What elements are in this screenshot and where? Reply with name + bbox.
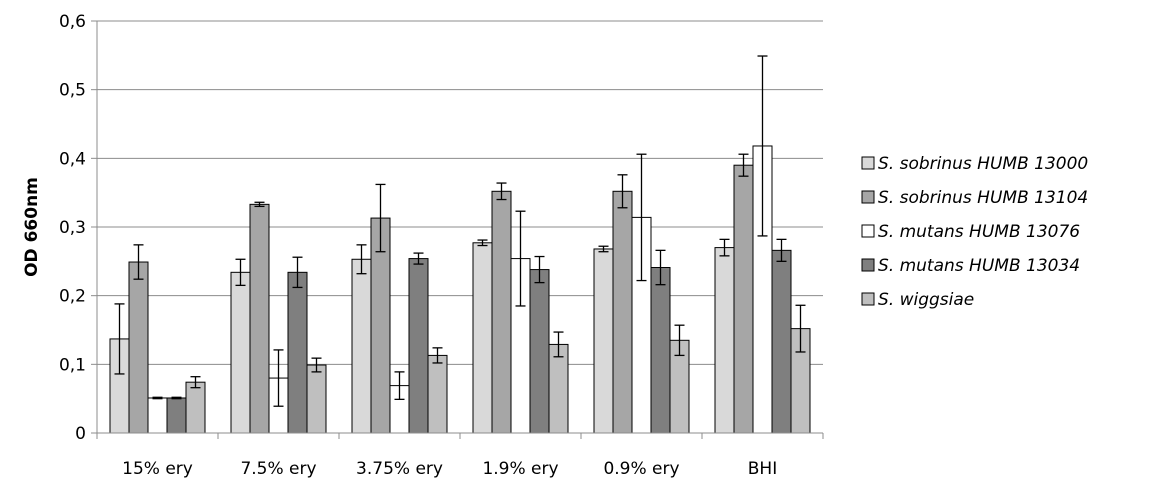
legend: S. sobrinus HUMB 13000 S. sobrinus HUMB 1…	[861, 154, 1088, 310]
legend-swatch	[861, 156, 875, 170]
bar	[733, 164, 754, 434]
bar	[491, 190, 512, 434]
bar	[408, 258, 429, 434]
legend-swatch	[861, 258, 875, 272]
bar	[128, 261, 149, 434]
bar	[771, 249, 792, 434]
y-tick-label: 0,2	[59, 287, 86, 307]
legend-label: S. sobrinus HUMB 13000	[878, 154, 1088, 174]
y-tick-label: 0,1	[59, 355, 86, 375]
legend-swatch	[861, 292, 875, 306]
bar	[166, 397, 187, 434]
legend-swatch	[861, 224, 875, 238]
y-tick-label: 0,5	[59, 81, 86, 101]
x-tick-label: BHI	[748, 459, 777, 479]
error-bars	[114, 55, 806, 407]
axes	[91, 20, 824, 439]
bar	[249, 203, 270, 434]
bar	[472, 242, 493, 434]
bar	[230, 271, 251, 434]
y-tick-labels: 0 0,1 0,2 0,3 0,4 0,5 0,6	[59, 12, 86, 444]
legend-label: S. wiggsiae	[878, 290, 974, 310]
y-tick-label: 0,3	[59, 218, 86, 238]
bar	[147, 397, 168, 434]
bar	[612, 190, 633, 434]
bar	[427, 354, 448, 434]
legend-label: S. mutans HUMB 13034	[878, 256, 1080, 276]
bar	[351, 258, 372, 434]
bar	[714, 247, 735, 434]
y-tick-label: 0	[75, 424, 86, 444]
x-tick-labels: 15% ery 7.5% ery 3.75% ery 1.9% ery 0.9% ery…	[122, 459, 777, 479]
x-tick-label: 0.9% ery	[603, 459, 679, 479]
bar	[529, 269, 550, 434]
legend-swatch	[861, 190, 875, 204]
bar	[287, 271, 308, 434]
x-tick-label: 15% ery	[122, 459, 193, 479]
legend-label: S. sobrinus HUMB 13104	[878, 188, 1088, 208]
bar	[306, 364, 327, 434]
bar	[185, 381, 206, 434]
gridlines	[97, 20, 823, 365]
bar	[650, 267, 671, 434]
x-tick-label: 7.5% ery	[240, 459, 316, 479]
y-axis-label: OD 660nm	[22, 177, 42, 277]
bar-series	[109, 145, 811, 434]
legend-label: S. mutans HUMB 13076	[878, 222, 1080, 242]
y-tick-label: 0,4	[59, 149, 86, 169]
y-tick-label: 0,6	[59, 12, 86, 32]
x-tick-label: 1.9% ery	[482, 459, 558, 479]
bar	[548, 343, 569, 434]
bar	[593, 248, 614, 434]
x-tick-label: 3.75% ery	[356, 459, 443, 479]
